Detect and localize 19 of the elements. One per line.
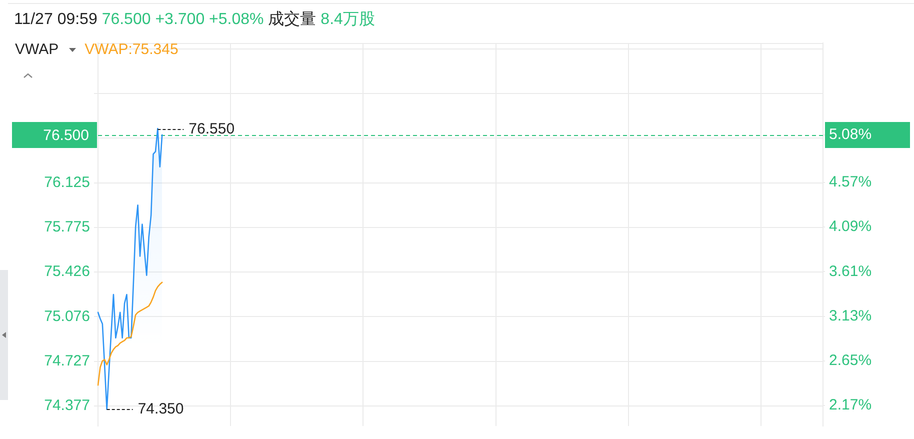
legend-title: VWAP xyxy=(15,41,59,59)
y2-tick-label: 3.61% xyxy=(829,262,872,280)
text: VWAP:75.345 xyxy=(84,41,178,59)
ref-line-label: 76.500 xyxy=(43,127,89,144)
y-tick-label: 75.426 xyxy=(44,263,90,280)
y-tick-label: 74.727 xyxy=(44,352,90,370)
y-tick-label: 75.076 xyxy=(44,308,90,325)
y2-tick-label: 4.57% xyxy=(829,174,872,191)
y2-tick-label: 3.13% xyxy=(829,307,872,324)
y2-tick-label: 2.65% xyxy=(829,352,872,370)
y2-tick-label: 5.08% xyxy=(829,126,872,144)
y2-tick-label: 2.17% xyxy=(829,396,872,414)
annotation: 74.350 xyxy=(138,400,184,418)
y-tick-label: 75.775 xyxy=(44,218,90,236)
y-tick-label: 76.125 xyxy=(44,174,90,191)
annotation: 76.550 xyxy=(188,120,235,138)
chart-title: 11/27 09:59 76.500 +3.700 +5.08% 成交量 8.4万股 xyxy=(14,11,375,28)
y2-tick-label: 4.09% xyxy=(829,218,872,236)
y-tick-label: 74.377 xyxy=(44,397,90,414)
